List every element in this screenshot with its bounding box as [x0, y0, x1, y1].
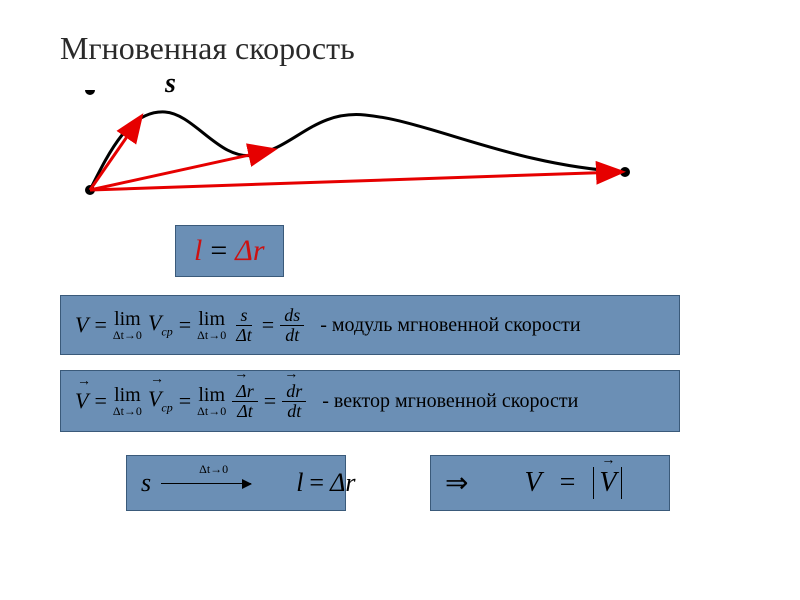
end-point [620, 167, 630, 177]
abs-v: V [593, 467, 622, 499]
frac-dr-dt-2: dr dt [282, 382, 306, 421]
formula-l-equals-dr: l = Δr [175, 225, 284, 277]
limit-1: lim Δt→0 [113, 309, 142, 341]
formula-speed-magnitude: V = lim Δt→0 Vcp = lim Δt→0 s Δt = ds dt… [60, 295, 680, 355]
frac-dr-dt: Δr Δt [232, 382, 258, 421]
var-l-2: l [296, 468, 303, 498]
formula-velocity-vector: V = lim Δt→0 Vcp = lim Δt→0 Δr Δt = dr d… [60, 370, 680, 432]
vec-v: V [75, 388, 88, 414]
arrow-label: Δt→0 [199, 462, 228, 477]
delta-r: Δr [235, 234, 264, 268]
trajectory-curve [90, 112, 625, 190]
limit-2: lim Δt→0 [197, 309, 226, 341]
formula-limit-s-to-l: s Δt→0 l = Δr [126, 455, 346, 511]
vec-vcp: Vcp [148, 386, 173, 415]
limit-3: lim Δt→0 [113, 385, 142, 417]
arrow-icon [161, 483, 251, 484]
delta-r-2: Δr [330, 468, 355, 498]
var-s: s [141, 468, 151, 498]
implies-icon: ⇒ [445, 466, 468, 500]
var-l: l [194, 234, 202, 268]
desc-vector: - вектор мгновенной скорости [322, 390, 578, 413]
var-vcp: Vcp [148, 310, 173, 339]
desc-magnitude: - модуль мгновенной скорости [320, 314, 580, 337]
displacement-vectors [90, 118, 620, 190]
page-title: Мгновенная скорость [60, 30, 355, 67]
trajectory-diagram [80, 90, 640, 210]
formula-v-equals-absv: ⇒ V = V [430, 455, 670, 511]
start-point [85, 90, 95, 95]
limit-4: lim Δt→0 [197, 385, 226, 417]
equals-sign: = [210, 234, 227, 268]
var-v-scalar: V [524, 467, 541, 499]
frac-s-dt: s Δt [232, 306, 256, 345]
var-v: V [75, 312, 88, 338]
frac-ds-dt: ds dt [280, 306, 304, 345]
